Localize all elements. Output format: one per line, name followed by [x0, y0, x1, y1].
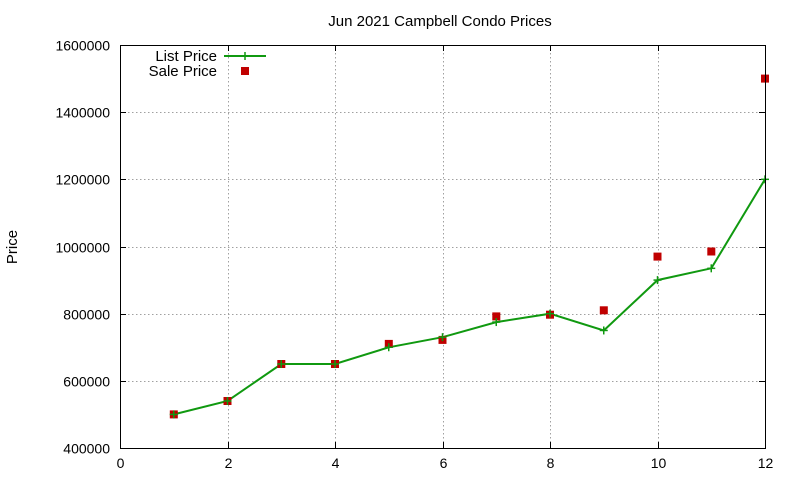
- y-tick-label: 800000: [63, 307, 110, 323]
- y-tick-label: 400000: [63, 441, 110, 457]
- x-axis-tick-labels: 0 2 4 6 8 10 12: [117, 455, 774, 471]
- list-price-point: [438, 333, 447, 342]
- list-price-point: [223, 396, 232, 405]
- list-price-line: [173, 178, 766, 416]
- x-tick-label: 2: [225, 455, 233, 471]
- list-price-point: [277, 360, 286, 369]
- list-price-point: [707, 264, 716, 273]
- sale-price-point: [653, 252, 662, 261]
- x-tick-label: 12: [758, 455, 774, 471]
- plot-frame: [120, 45, 766, 449]
- x-tick-label: 0: [117, 455, 125, 471]
- sale-price-point: [599, 306, 608, 315]
- sale-price-point: [492, 312, 501, 321]
- list-price-point: [653, 276, 662, 285]
- list-price-point: [169, 410, 178, 419]
- axis-ticks: [120, 45, 766, 449]
- x-tick-label: 6: [440, 455, 448, 471]
- grid-lines: [120, 45, 765, 448]
- legend-label-list-price: List Price: [155, 48, 217, 65]
- y-axis-label: Price: [4, 230, 21, 264]
- legend-label-sale-price: Sale Price: [149, 63, 217, 80]
- y-tick-label: 1200000: [55, 172, 110, 188]
- y-tick-label: 600000: [63, 374, 110, 390]
- x-tick-label: 10: [651, 455, 667, 471]
- y-axis-tick-labels: 400000 600000 800000 1000000 1200000 1400000 1…: [55, 38, 110, 457]
- list-price-point: [599, 326, 608, 335]
- sale-price-point: [707, 247, 716, 256]
- y-tick-label: 1600000: [55, 38, 110, 54]
- chart-title: Jun 2021 Campbell Condo Prices: [328, 13, 551, 30]
- legend-swatch-sale-price: [241, 67, 249, 75]
- y-tick-label: 1400000: [55, 105, 110, 121]
- list-price-point: [331, 360, 339, 369]
- list-price-point: [384, 343, 393, 352]
- list-price-point: [546, 309, 554, 318]
- series-layer: [169, 74, 769, 419]
- list-price-point: [492, 318, 501, 327]
- y-tick-label: 1000000: [55, 240, 110, 256]
- x-tick-label: 4: [332, 455, 340, 471]
- x-tick-label: 8: [547, 455, 555, 471]
